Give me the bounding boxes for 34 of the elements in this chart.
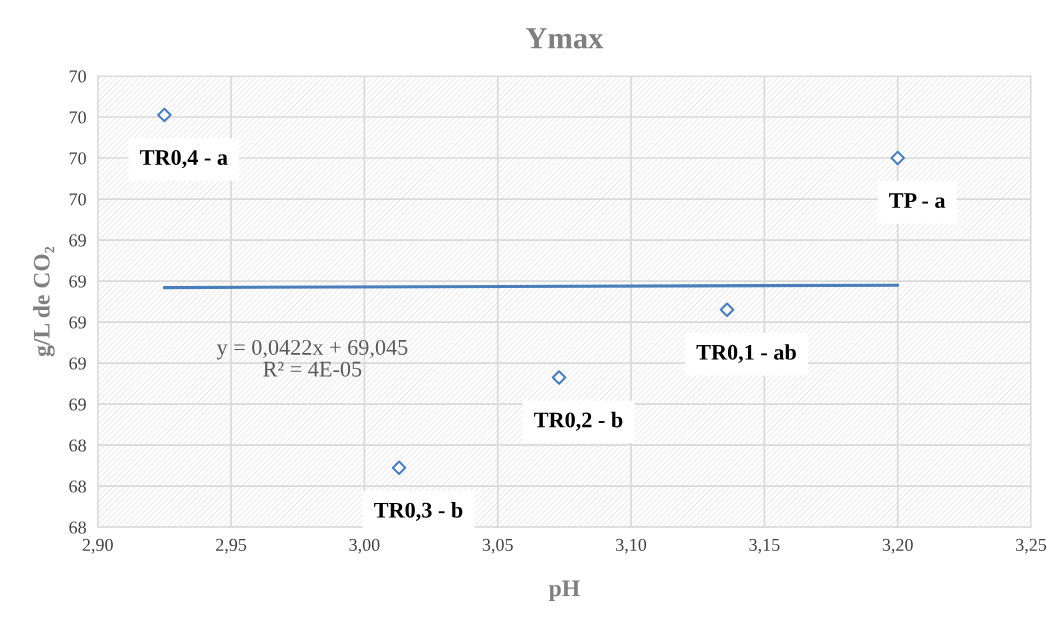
point (719, 302, 735, 318)
point (890, 150, 905, 166)
point (551, 370, 567, 385)
y-tick-label: 70 (69, 193, 86, 206)
y-tick-label: 68 (69, 480, 86, 493)
annotation: TR0,4 - a (140, 149, 228, 169)
y-axis-title: g/L de CO₂ (33, 246, 55, 357)
y-tick-label: 70 (69, 152, 86, 165)
y-tick-label: 68 (69, 439, 86, 452)
x-tick-label: 3,20 (882, 538, 913, 554)
y-tick-label: 69 (69, 398, 86, 411)
annotation: TP - a (889, 193, 946, 209)
x-tick-label: 2,90 (82, 538, 113, 554)
y-tick-label: 69 (69, 275, 86, 288)
x-tick-label: 3,15 (749, 538, 780, 554)
y-tick-label: 69 (69, 316, 86, 329)
y-tick-label: 69 (69, 234, 86, 247)
point (391, 460, 407, 475)
x-tick-label: 3,25 (1016, 538, 1047, 554)
y-tick-label: 69 (69, 357, 86, 370)
y-tick-label: 70 (69, 111, 86, 124)
x-tick-label: 2,95 (216, 538, 247, 554)
chart-title: Ymax (525, 28, 604, 49)
x-tick-label: 3,10 (616, 538, 647, 554)
x-tick-label: 3,05 (482, 538, 513, 554)
annotation: y = 0,0422x + 69,045 R² = 4E-05 (216, 339, 408, 377)
y-tick-label: 68 (69, 521, 86, 534)
x-axis-title: pH (548, 580, 580, 602)
x-tick-label: 3,00 (349, 538, 380, 554)
y-tick-label: 70 (69, 70, 86, 83)
annotation: TR0,1 - ab (696, 344, 796, 364)
annotation: TR0,2 - b (534, 411, 623, 431)
point (157, 107, 172, 123)
annotation: TR0,3 - b (374, 502, 463, 521)
